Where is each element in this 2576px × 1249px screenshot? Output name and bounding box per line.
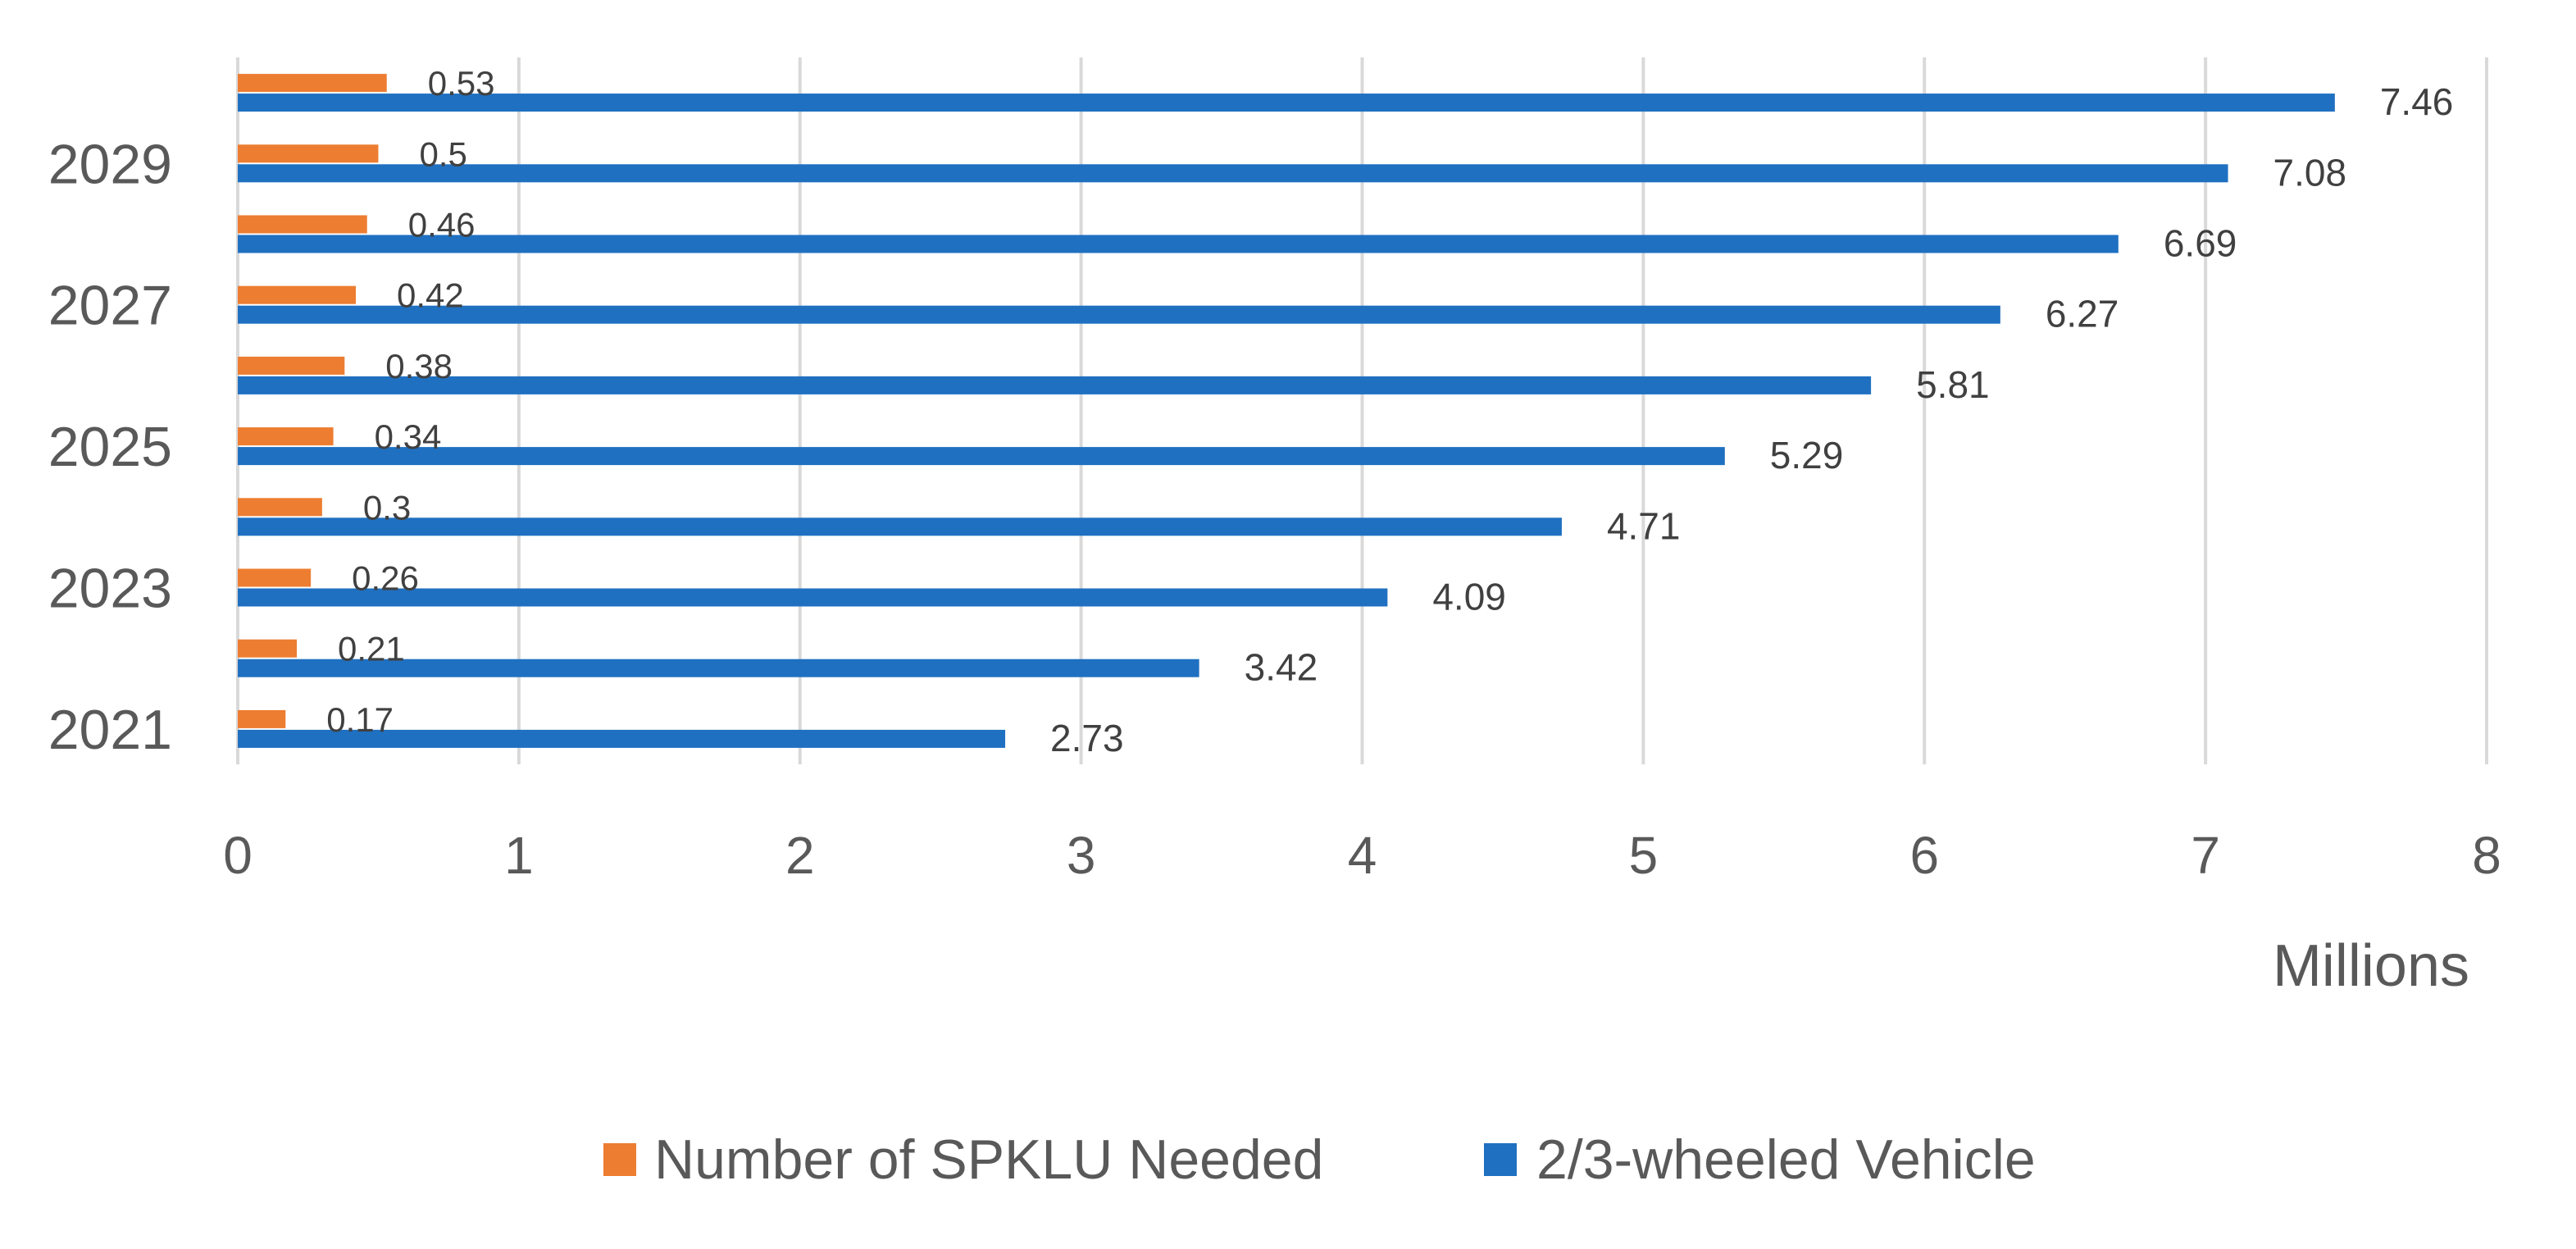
data-label-spklu-2024: 0.3 bbox=[363, 488, 411, 526]
bar-vehicle-2024 bbox=[238, 517, 1562, 536]
data-label-spklu-2027: 0.42 bbox=[397, 276, 464, 315]
gridlines bbox=[236, 57, 2488, 764]
x-tick-label-3: 3 bbox=[1067, 826, 1096, 885]
data-label-vehicle-2027: 6.27 bbox=[2046, 293, 2119, 335]
bar-spklu-2023 bbox=[238, 568, 312, 587]
data-label-spklu-2021: 0.17 bbox=[326, 700, 394, 739]
legend-swatch-vehicle bbox=[1484, 1143, 1517, 1176]
bar-spklu-2022 bbox=[238, 639, 298, 658]
data-label-spklu-2025: 0.34 bbox=[375, 417, 442, 456]
bar-vehicle-2025 bbox=[238, 447, 1725, 466]
bar-vehicle-2023 bbox=[238, 588, 1388, 607]
data-label-vehicle-2023: 4.09 bbox=[1432, 576, 1506, 618]
bar-spklu-2028 bbox=[238, 215, 367, 234]
y-tick-label-2025: 2025 bbox=[48, 416, 172, 478]
x-tick-label-1: 1 bbox=[504, 826, 534, 885]
bar-vehicle-2022 bbox=[238, 659, 1199, 677]
bar-spklu-2025 bbox=[238, 427, 334, 446]
data-label-spklu-2030: 0.53 bbox=[428, 64, 495, 103]
legend-label-vehicle: 2/3-wheeled Vehicle bbox=[1536, 1128, 2036, 1191]
data-label-vehicle-2030: 7.46 bbox=[2380, 80, 2454, 123]
legend: Number of SPKLU Needed 2/3-wheeled Vehic… bbox=[603, 1128, 2036, 1191]
y-tick-label-2023: 2023 bbox=[48, 558, 172, 620]
y-tick-label-2029: 2029 bbox=[48, 133, 172, 195]
x-axis-title: Millions bbox=[2273, 933, 2469, 999]
x-tick-label-0: 0 bbox=[223, 826, 253, 885]
y-axis-ticks: 2021 2023 2025 2027 2029 bbox=[48, 133, 172, 761]
data-label-vehicle-2025: 5.29 bbox=[1770, 434, 1844, 476]
bar-vehicle-2030 bbox=[238, 93, 2335, 112]
x-tick-label-5: 5 bbox=[1629, 826, 1659, 885]
bar-spklu-2027 bbox=[238, 285, 357, 304]
legend-label-spklu: Number of SPKLU Needed bbox=[654, 1128, 1323, 1191]
bar-spklu-2029 bbox=[238, 144, 379, 163]
bar-spklu-2021 bbox=[238, 709, 286, 728]
bar-vehicle-2028 bbox=[238, 235, 2119, 253]
data-label-vehicle-2024: 4.71 bbox=[1607, 504, 1681, 547]
data-label-spklu-2029: 0.5 bbox=[419, 134, 467, 173]
bar-vehicle-2027 bbox=[238, 305, 2000, 324]
data-labels: 0.17 2.73 0.21 3.42 0.26 4.09 0.3 4.71 0.34 5.29 0… bbox=[326, 64, 2453, 759]
data-label-vehicle-2028: 6.69 bbox=[2164, 222, 2237, 265]
bars bbox=[238, 74, 2335, 748]
x-tick-label-2: 2 bbox=[785, 826, 815, 885]
y-tick-label-2021: 2021 bbox=[48, 699, 172, 761]
bar-spklu-2024 bbox=[238, 498, 322, 517]
bar-spklu-2026 bbox=[238, 356, 345, 375]
data-label-spklu-2028: 0.46 bbox=[408, 206, 476, 244]
x-tick-label-6: 6 bbox=[1909, 826, 1939, 885]
data-label-vehicle-2029: 7.08 bbox=[2273, 151, 2347, 194]
data-label-vehicle-2026: 5.81 bbox=[1916, 363, 1990, 406]
bar-vehicle-2021 bbox=[238, 729, 1006, 748]
data-label-spklu-2026: 0.38 bbox=[385, 347, 453, 385]
y-tick-label-2027: 2027 bbox=[48, 275, 172, 337]
legend-swatch-spklu bbox=[603, 1143, 636, 1176]
x-tick-label-7: 7 bbox=[2191, 826, 2220, 885]
x-axis-ticks: 0 1 2 3 4 5 6 7 8 bbox=[223, 826, 2501, 885]
bar-vehicle-2029 bbox=[238, 164, 2228, 183]
data-label-spklu-2022: 0.21 bbox=[338, 630, 405, 668]
data-label-spklu-2023: 0.26 bbox=[352, 559, 419, 598]
data-label-vehicle-2022: 3.42 bbox=[1245, 646, 1318, 689]
bar-spklu-2030 bbox=[238, 74, 387, 93]
data-label-vehicle-2021: 2.73 bbox=[1050, 717, 1124, 759]
bar-vehicle-2026 bbox=[238, 376, 1872, 394]
x-tick-label-4: 4 bbox=[1348, 826, 1377, 885]
x-tick-label-8: 8 bbox=[2472, 826, 2501, 885]
